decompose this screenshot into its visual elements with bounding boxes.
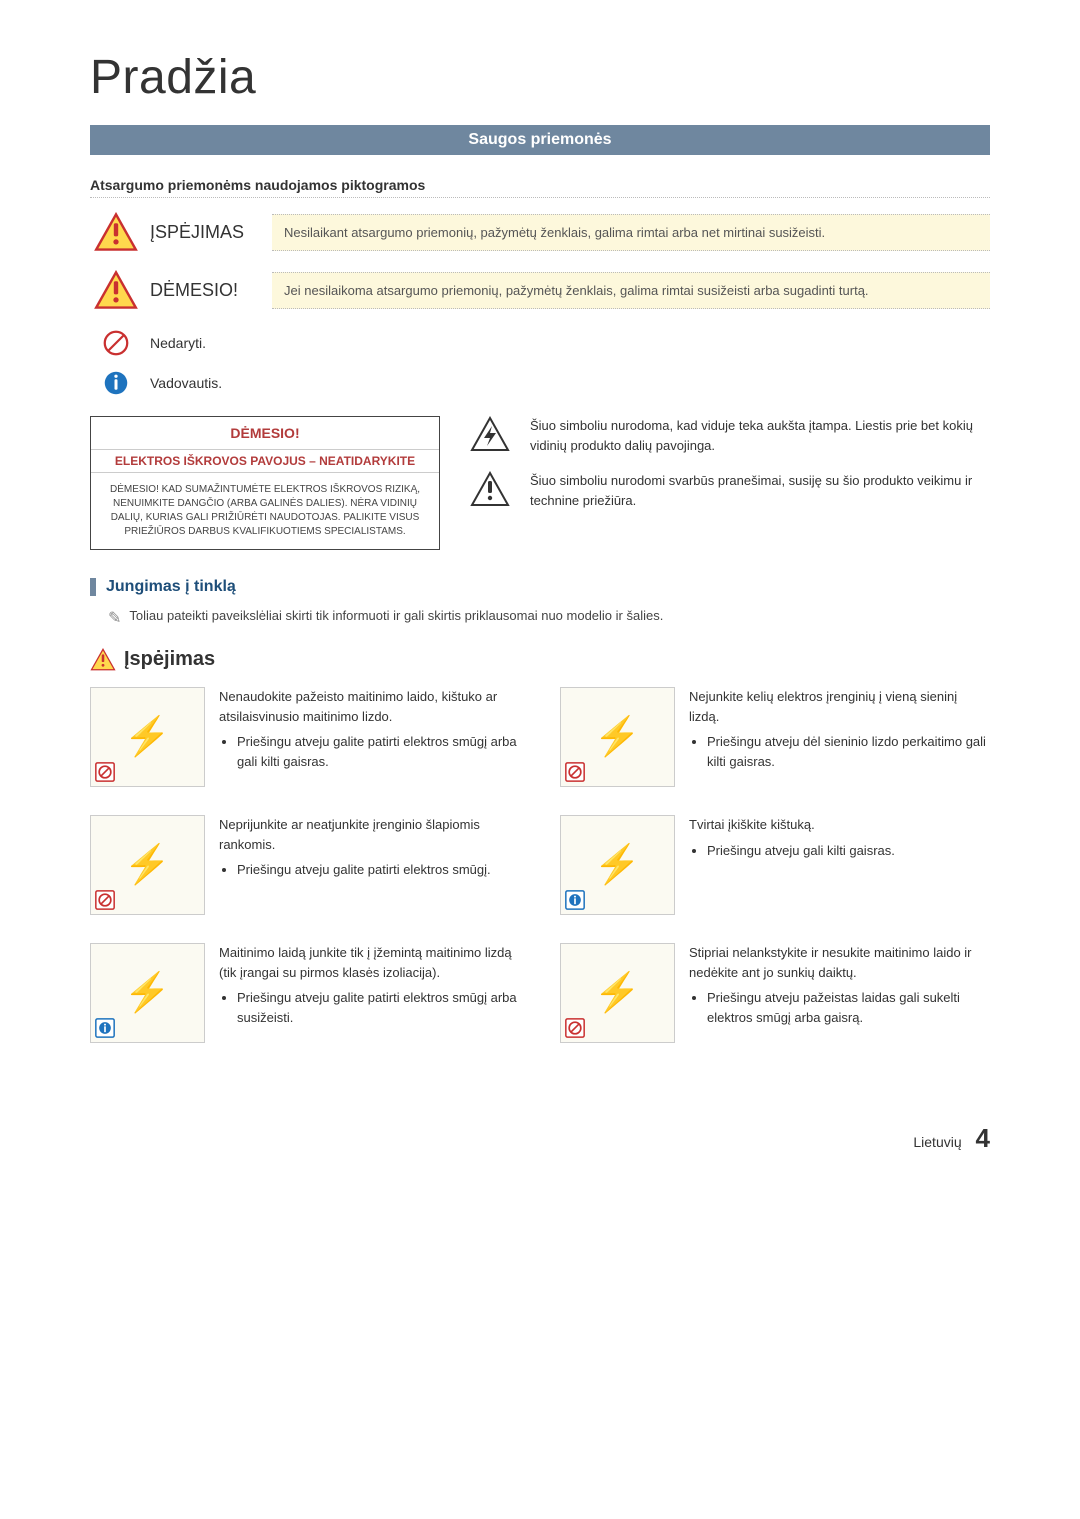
voltage-triangle-icon xyxy=(470,416,516,455)
symbol-block: DĖMESIO! ELEKTROS IŠKROVOS PAVOJUS – NEA… xyxy=(90,416,990,550)
plug-text: Neprijunkite ar neatjunkite įrenginio šl… xyxy=(219,815,520,915)
follow-icon xyxy=(95,1018,115,1038)
note-icon: ✎ xyxy=(108,608,121,628)
forbid-icon xyxy=(565,1018,585,1038)
forbid-icon xyxy=(95,762,115,782)
connection-note-text: Toliau pateikti paveikslėliai skirti tik… xyxy=(129,608,663,623)
caution-triangle-icon xyxy=(90,270,142,310)
plug-text: Nenaudokite pažeisto maitinimo laido, ki… xyxy=(219,687,520,787)
forbid-icon xyxy=(90,328,142,358)
plug-title: Maitinimo laidą junkite tik į įžemintą m… xyxy=(219,943,520,982)
follow-icon xyxy=(565,890,585,910)
caution-desc: Jei nesilaikoma atsargumo priemonių, paž… xyxy=(272,272,990,309)
plug-grid: ⚡ Nenaudokite pažeisto maitinimo laido, k… xyxy=(90,687,990,1043)
footer-lang: Lietuvių xyxy=(913,1134,961,1150)
warning-triangle-icon xyxy=(90,212,142,252)
symbol-voltage: Šiuo simboliu nurodoma, kad viduje teka … xyxy=(470,416,990,455)
footer-page-number: 4 xyxy=(976,1123,990,1153)
plug-title: Nenaudokite pažeisto maitinimo laido, ki… xyxy=(219,687,520,726)
plug-bullet: Priešingu atveju dėl sieninio lizdo perk… xyxy=(707,732,990,771)
plug-text: Stipriai nelankstykite ir nesukite maiti… xyxy=(689,943,990,1043)
connection-heading: Jungimas į tinklą xyxy=(90,578,990,596)
connection-note: ✎ Toliau pateikti paveikslėliai skirti t… xyxy=(90,608,990,628)
exclamation-triangle-icon xyxy=(470,471,516,510)
plug-text: Maitinimo laidą junkite tik į įžemintą m… xyxy=(219,943,520,1043)
caution-label: DĖMESIO! xyxy=(142,280,272,301)
plug-bullet: Priešingu atveju pažeistas laidas gali s… xyxy=(707,988,990,1027)
forbid-label: Nedaryti. xyxy=(142,335,272,351)
plug-text: Tvirtai įkiškite kištuką. Priešingu atvej… xyxy=(689,815,895,915)
plug-item: ⚡ Neprijunkite ar neatjunkite įrenginio š… xyxy=(90,815,520,915)
plug-illustration: ⚡ xyxy=(90,815,205,915)
shock-caution-box: DĖMESIO! ELEKTROS IŠKROVOS PAVOJUS – NEA… xyxy=(90,416,440,550)
warning-triangle-icon xyxy=(90,648,116,671)
plug-illustration: ⚡ xyxy=(90,687,205,787)
warning-heading-text: Įspėjimas xyxy=(124,648,215,671)
plug-title: Nejunkite kelių elektros įrenginių į vie… xyxy=(689,687,990,726)
plug-illustration: ⚡ xyxy=(90,943,205,1043)
symbol-voltage-text: Šiuo simboliu nurodoma, kad viduje teka … xyxy=(530,416,990,455)
plug-title: Neprijunkite ar neatjunkite įrenginio šl… xyxy=(219,815,520,854)
plug-item: ⚡ Tvirtai įkiškite kištuką. Priešingu atve… xyxy=(560,815,990,915)
forbid-icon xyxy=(565,762,585,782)
shock-body: DĖMESIO! KAD SUMAŽINTUMĖTE ELEKTROS IŠKR… xyxy=(91,479,439,549)
pictogram-row-forbid: Nedaryti. xyxy=(90,328,990,358)
shock-subtitle: ELEKTROS IŠKROVOS PAVOJUS – NEATIDARYKIT… xyxy=(91,449,439,473)
pictogram-subheading: Atsargumo priemonėms naudojamos piktogra… xyxy=(90,177,990,198)
symbol-info: Šiuo simboliu nurodomi svarbūs pranešima… xyxy=(470,471,990,510)
plug-item: ⚡ Stipriai nelankstykite ir nesukite mait… xyxy=(560,943,990,1043)
plug-illustration: ⚡ xyxy=(560,815,675,915)
follow-icon xyxy=(90,368,142,398)
pictogram-row-follow: Vadovautis. xyxy=(90,368,990,398)
shock-title: DĖMESIO! xyxy=(91,417,439,443)
plug-bullet: Priešingu atveju galite patirti elektros… xyxy=(237,860,520,880)
plug-item: ⚡ Maitinimo laidą junkite tik į įžemintą … xyxy=(90,943,520,1043)
plug-illustration: ⚡ xyxy=(560,943,675,1043)
follow-label: Vadovautis. xyxy=(142,375,272,391)
plug-title: Tvirtai įkiškite kištuką. xyxy=(689,815,895,835)
plug-item: ⚡ Nejunkite kelių elektros įrenginių į vi… xyxy=(560,687,990,787)
plug-text: Nejunkite kelių elektros įrenginių į vie… xyxy=(689,687,990,787)
plug-bullet: Priešingu atveju galite patirti elektros… xyxy=(237,988,520,1027)
section-banner: Saugos priemonės xyxy=(90,125,990,155)
plug-bullet: Priešingu atveju galite patirti elektros… xyxy=(237,732,520,771)
warning-label: ĮSPĖJIMAS xyxy=(142,222,272,243)
warning-desc: Nesilaikant atsargumo priemonių, pažymėt… xyxy=(272,214,990,251)
plug-illustration: ⚡ xyxy=(560,687,675,787)
page-title: Pradžia xyxy=(90,50,990,105)
pictogram-row-warning: ĮSPĖJIMAS Nesilaikant atsargumo priemoni… xyxy=(90,212,990,252)
plug-title: Stipriai nelankstykite ir nesukite maiti… xyxy=(689,943,990,982)
plug-bullet: Priešingu atveju gali kilti gaisras. xyxy=(707,841,895,861)
pictogram-row-caution: DĖMESIO! Jei nesilaikoma atsargumo priem… xyxy=(90,270,990,310)
forbid-icon xyxy=(95,890,115,910)
page-footer: Lietuvių 4 xyxy=(90,1123,990,1154)
symbol-info-text: Šiuo simboliu nurodomi svarbūs pranešima… xyxy=(530,471,990,510)
warning-heading: Įspėjimas xyxy=(90,648,990,671)
plug-item: ⚡ Nenaudokite pažeisto maitinimo laido, k… xyxy=(90,687,520,787)
